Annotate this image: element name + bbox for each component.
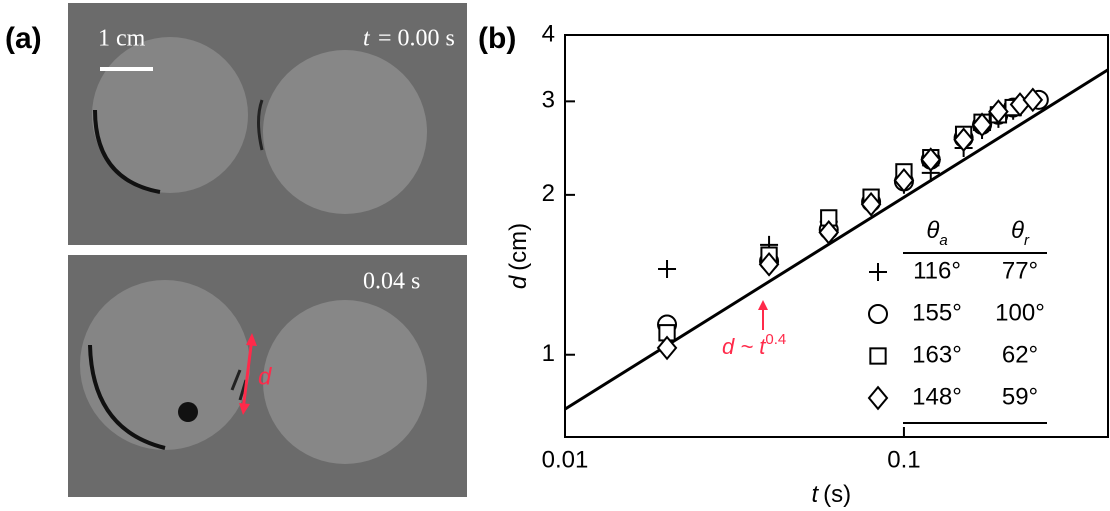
legend-label: 62° xyxy=(1002,341,1038,368)
legend-header-symbol: θ xyxy=(1011,217,1024,244)
data-point xyxy=(658,260,676,278)
y-axis-label: d (cm) xyxy=(505,223,532,289)
figure: (a) 1 cm t = 0.00 s 0.04 s d (b) 0.01 0.1… xyxy=(0,0,1110,511)
scale-bar-label: 1 cm xyxy=(98,26,146,52)
fit-label-text: d ~ t xyxy=(722,334,766,359)
y-tick-label: 4 xyxy=(542,20,555,47)
legend-label: 77° xyxy=(1002,257,1038,284)
x-axis-symbol: t xyxy=(812,481,820,508)
y-axis-symbol: d xyxy=(505,275,532,289)
y-tick-label: 1 xyxy=(542,340,555,367)
y-axis-unit: (cm) xyxy=(505,223,532,271)
x-axis-label: t(s) xyxy=(812,481,852,508)
legend-marker xyxy=(870,348,885,363)
time-label: = 0.00 s xyxy=(378,26,455,52)
fit-label-exponent: 0.4 xyxy=(765,331,786,348)
legend-marker xyxy=(869,305,887,323)
gap-label: d xyxy=(258,363,272,390)
legend-header: θa xyxy=(926,217,947,249)
panel-label: (b) xyxy=(478,22,516,55)
legend-label: 163° xyxy=(912,341,962,368)
legend-label: 155° xyxy=(912,299,962,326)
legend-label: 100° xyxy=(995,299,1045,326)
annotation-arrowhead xyxy=(758,300,768,310)
x-tick-label: 0.1 xyxy=(887,446,920,473)
panel-label: (a) xyxy=(5,22,42,55)
legend-label: 116° xyxy=(913,257,961,284)
y-tick-label: 2 xyxy=(542,180,555,207)
legend-header-sub: a xyxy=(939,232,947,249)
legend-header-sub: r xyxy=(1024,232,1030,249)
legend-label: 148° xyxy=(912,383,962,410)
legend-marker xyxy=(869,387,887,409)
x-tick-label: 0.01 xyxy=(542,446,589,473)
y-tick-label: 3 xyxy=(542,87,555,114)
legend-header: θr xyxy=(1011,217,1030,249)
legend-marker xyxy=(869,263,887,281)
legend-label: 59° xyxy=(1002,383,1038,410)
x-axis-unit: (s) xyxy=(823,481,851,508)
legend-header-symbol: θ xyxy=(926,217,939,244)
fit-label: d ~ t0.4 xyxy=(722,331,786,359)
time-label: 0.04 s xyxy=(363,269,420,295)
